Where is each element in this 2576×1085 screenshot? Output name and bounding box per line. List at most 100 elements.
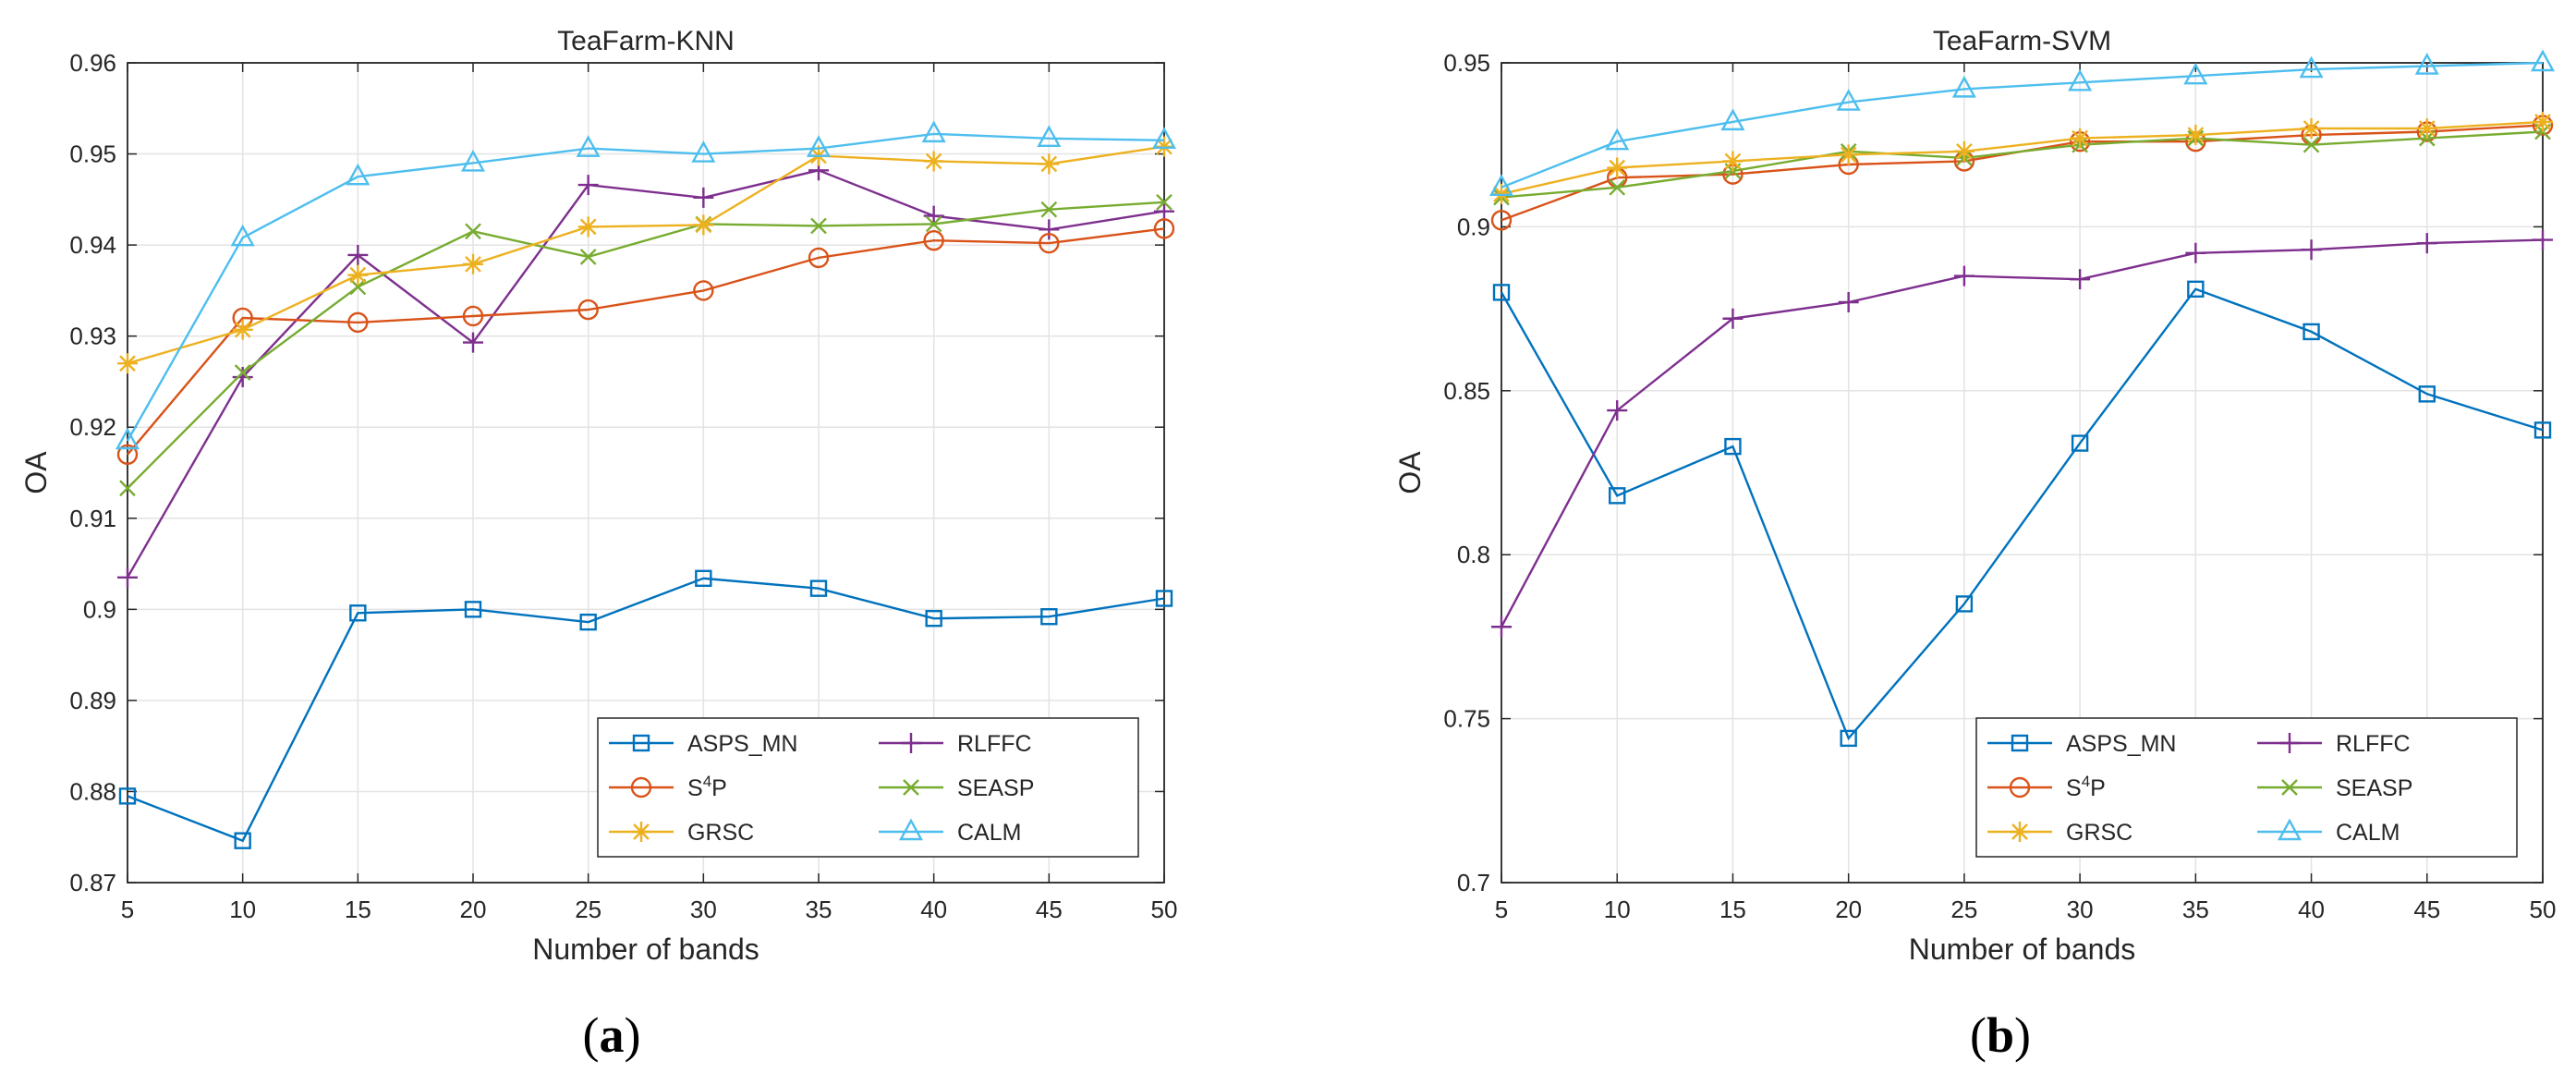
data-point: [691, 140, 716, 163]
data-point: [1040, 608, 1058, 626]
data-point: [1491, 616, 1512, 638]
x-tick-label: 20: [1835, 896, 1862, 923]
x-tick-label: 25: [575, 896, 601, 923]
y-tick-label: 0.85: [1443, 377, 1490, 405]
data-point: [346, 163, 371, 186]
legend-marker: [632, 734, 650, 752]
data-point: [1037, 125, 1062, 148]
x-tick-label: 20: [460, 896, 487, 923]
legend-marker: [2281, 779, 2298, 796]
legend-label: ASPS_MN: [2066, 731, 2176, 757]
data-point: [1155, 590, 1173, 607]
data-point: [1951, 75, 1976, 98]
legend-marker: [903, 779, 919, 796]
legend-entry-rlffc: RLFFC: [879, 731, 1032, 757]
legend-marker: [2009, 776, 2031, 799]
series-rlffc: [117, 160, 1174, 588]
series-line: [1501, 130, 2544, 199]
data-point: [115, 427, 140, 450]
series-line: [1501, 61, 2544, 189]
data-point: [808, 247, 830, 269]
x-tick-label: 5: [1495, 896, 1508, 923]
legend-label: S4P: [687, 773, 727, 801]
legend-box: [597, 717, 1139, 858]
legend-label: CALM: [957, 820, 1021, 846]
y-tick-label: 0.95: [1443, 49, 1490, 77]
x-tick-label: 45: [1036, 896, 1063, 923]
series-line: [127, 201, 1165, 490]
data-point: [579, 249, 597, 265]
series-line: [1501, 124, 2544, 222]
data-point: [230, 224, 255, 247]
data-point: [347, 311, 369, 334]
legend-entry-rlffc: RLFFC: [2257, 731, 2411, 757]
data-point: [118, 787, 137, 805]
data-point: [1040, 201, 1058, 218]
legend-marker: [898, 818, 924, 841]
series-asps_mn: [118, 569, 1173, 849]
y-tick-label: 0.7: [1457, 869, 1490, 896]
data-point: [2303, 323, 2320, 341]
series-line: [1500, 238, 2544, 628]
y-axis-label: OA: [19, 451, 53, 494]
legend-label: GRSC: [687, 820, 754, 846]
data-point: [1151, 127, 1177, 149]
data-point: [464, 601, 482, 618]
data-point: [1953, 140, 1975, 162]
y-tick-label: 0.92: [69, 413, 116, 441]
data-point: [2416, 117, 2437, 139]
legend-entry-calm: CALM: [2257, 818, 2400, 846]
data-point: [925, 215, 942, 233]
data-point: [2185, 125, 2206, 146]
series-rlffc: [1491, 229, 2553, 638]
data-point: [1609, 178, 1626, 196]
legend-label: RLFFC: [2336, 731, 2411, 757]
series-line: [1501, 120, 2544, 196]
chart-panel-2: 5 10 15 20 25 30 35 40 45 50 0.7 0.75 0.8 0.85 0.9 0.95…: [1393, 26, 2556, 1063]
x-tick-label: 15: [345, 896, 371, 923]
legend-label: SEASP: [957, 775, 1034, 801]
data-point: [1607, 400, 1628, 421]
legend-marker: [2010, 822, 2030, 842]
legend-entry-seasp: SEASP: [2257, 775, 2412, 801]
data-point: [2299, 55, 2324, 79]
data-point: [577, 175, 599, 196]
x-tick-label: 40: [920, 896, 947, 923]
x-tick-label: 30: [690, 896, 717, 923]
data-point: [234, 832, 251, 849]
legend-entry-calm: CALM: [879, 818, 1021, 846]
legend-marker: [2279, 733, 2300, 753]
data-point: [465, 223, 481, 240]
legend-marker: [901, 733, 921, 753]
data-point: [577, 299, 599, 321]
data-point: [347, 264, 369, 286]
legend-label: GRSC: [2066, 820, 2132, 846]
legend-box: [1975, 717, 2518, 858]
data-point: [1836, 89, 1861, 111]
data-point: [1607, 157, 1628, 178]
data-point: [2533, 421, 2552, 439]
chart-panel-1: 5 10 15 20 25 30 35 40 45 50 0.87 0.88 0.89 0.9 0.91 0.…: [19, 26, 1177, 1063]
data-point: [1156, 193, 1173, 211]
data-point: [119, 480, 136, 497]
data-point: [347, 244, 369, 265]
y-tick-label: 0.9: [83, 595, 116, 623]
panel-caption: (b): [1970, 1007, 2031, 1063]
y-tick-label: 0.88: [69, 777, 116, 805]
data-point: [693, 280, 714, 301]
data-point: [1488, 174, 1514, 197]
data-point: [232, 367, 253, 388]
x-tick-label: 15: [1719, 896, 1746, 923]
data-point: [2301, 117, 2322, 139]
x-tick-label: 10: [229, 896, 256, 923]
data-point: [923, 229, 944, 251]
chart-title: TeaFarm-SVM: [1933, 26, 2111, 56]
y-axis-label: OA: [1393, 451, 1427, 494]
legend-label: CALM: [2336, 820, 2400, 846]
y-tick-label: 0.89: [69, 687, 116, 714]
legend: ASPS_MN RLFFC S4P SEASP GRSC CALM: [597, 717, 1139, 858]
data-point: [1720, 108, 1745, 131]
legend-marker: [2277, 818, 2303, 841]
x-tick-label: 5: [121, 896, 134, 923]
